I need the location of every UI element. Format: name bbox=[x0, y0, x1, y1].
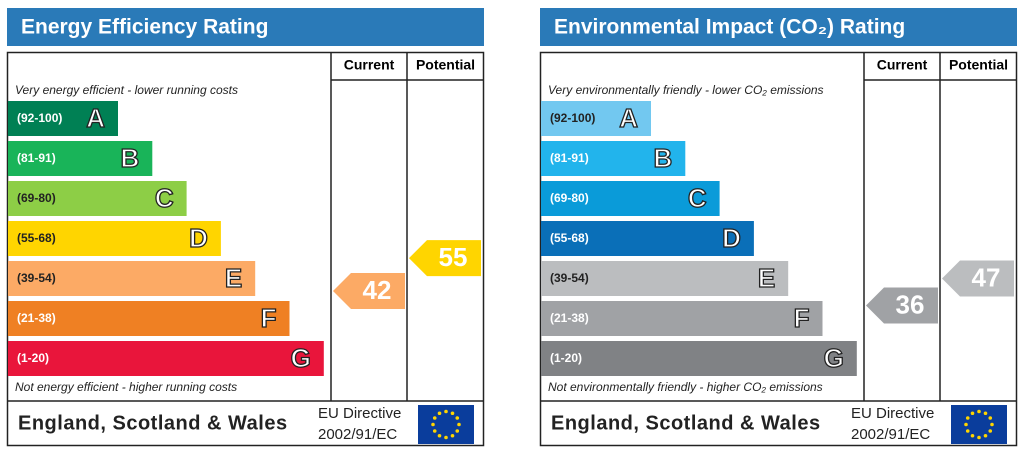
band-letter: F bbox=[261, 303, 277, 333]
panel-frame bbox=[6, 51, 485, 447]
eu-star bbox=[432, 429, 437, 433]
eu-star bbox=[437, 433, 442, 438]
band-range: (55-68) bbox=[550, 231, 589, 245]
band-letter: G bbox=[291, 343, 311, 373]
band-range: (1-20) bbox=[550, 351, 582, 365]
band-letter: E bbox=[225, 263, 242, 293]
band-letter: B bbox=[654, 143, 673, 173]
band-letter: G bbox=[824, 343, 844, 373]
band-letter: E bbox=[758, 263, 775, 293]
top-note: Very environmentally friendly - lower CO… bbox=[548, 83, 824, 97]
band-letter: C bbox=[155, 183, 174, 213]
band-range: (39-54) bbox=[17, 271, 56, 285]
eu-star bbox=[964, 422, 968, 427]
band-letter: B bbox=[121, 143, 140, 173]
eu-star bbox=[965, 429, 970, 433]
footer-region: England, Scotland & Wales bbox=[18, 412, 288, 434]
top-note: Very energy efficient - lower running co… bbox=[15, 83, 238, 97]
eu-star bbox=[455, 416, 460, 420]
title-bar bbox=[7, 8, 484, 46]
rating-band bbox=[8, 181, 187, 216]
eu-star bbox=[431, 422, 435, 427]
band-range: (81-91) bbox=[550, 151, 589, 165]
eu-star bbox=[437, 411, 442, 416]
rating-band bbox=[541, 341, 857, 376]
eu-star bbox=[977, 435, 981, 440]
eu-star bbox=[988, 416, 993, 420]
eu-star bbox=[977, 409, 981, 414]
column-header: Potential bbox=[416, 57, 475, 73]
potential-value: 55 bbox=[439, 242, 468, 272]
eu-star bbox=[983, 433, 988, 438]
eu-star bbox=[983, 411, 988, 416]
title-bar bbox=[540, 8, 1017, 46]
rating-band bbox=[541, 301, 823, 336]
column-header: Current bbox=[877, 57, 928, 73]
rating-band bbox=[8, 341, 324, 376]
rating-band bbox=[541, 141, 686, 176]
bottom-note: Not energy efficient - higher running co… bbox=[15, 380, 237, 394]
eu-star bbox=[444, 409, 448, 414]
current-value: 36 bbox=[896, 289, 925, 319]
panel-title: Environmental Impact (CO₂) Rating bbox=[554, 16, 905, 39]
band-range: (55-68) bbox=[17, 231, 56, 245]
rating-band bbox=[8, 301, 290, 336]
eu-star bbox=[965, 416, 970, 420]
band-range: (69-80) bbox=[550, 191, 589, 205]
footer-region: England, Scotland & Wales bbox=[551, 412, 821, 434]
panel-frame bbox=[539, 51, 1018, 447]
rating-band bbox=[541, 221, 754, 256]
band-range: (81-91) bbox=[17, 151, 56, 165]
directive-line: 2002/91/EC bbox=[318, 426, 397, 443]
current-value: 42 bbox=[363, 275, 392, 305]
band-range: (21-38) bbox=[550, 311, 589, 325]
band-letter: A bbox=[619, 103, 638, 133]
column-header: Potential bbox=[949, 57, 1008, 73]
potential-arrow bbox=[942, 260, 1014, 297]
eu-star bbox=[970, 433, 975, 438]
rating-band bbox=[8, 101, 118, 136]
panel-title: Energy Efficiency Rating bbox=[21, 16, 268, 39]
eu-star bbox=[988, 429, 993, 433]
eu-star bbox=[990, 422, 994, 427]
eu-star bbox=[450, 433, 455, 438]
directive-line: EU Directive bbox=[318, 405, 401, 422]
rating-band bbox=[541, 181, 720, 216]
eu-star bbox=[450, 411, 455, 416]
bottom-note: Not environmentally friendly - higher CO… bbox=[548, 380, 823, 394]
potential-value: 47 bbox=[972, 262, 1001, 292]
band-range: (39-54) bbox=[550, 271, 589, 285]
rating-band bbox=[8, 261, 256, 296]
band-range: (92-100) bbox=[17, 111, 62, 125]
eu-star bbox=[970, 411, 975, 416]
column-header: Current bbox=[344, 57, 395, 73]
band-range: (21-38) bbox=[17, 311, 56, 325]
band-letter: D bbox=[189, 223, 208, 253]
rating-band bbox=[8, 141, 153, 176]
band-letter: F bbox=[794, 303, 810, 333]
band-letter: A bbox=[86, 103, 105, 133]
current-arrow bbox=[866, 287, 938, 324]
eu-star bbox=[455, 429, 460, 433]
directive-line: 2002/91/EC bbox=[851, 426, 930, 443]
rating-band bbox=[541, 261, 789, 296]
band-range: (69-80) bbox=[17, 191, 56, 205]
eu-star bbox=[457, 422, 461, 427]
rating-band bbox=[8, 221, 221, 256]
current-arrow bbox=[333, 273, 405, 309]
band-range: (1-20) bbox=[17, 351, 49, 365]
rating-band bbox=[541, 101, 651, 136]
band-letter: C bbox=[688, 183, 707, 213]
band-letter: D bbox=[722, 223, 741, 253]
directive-line: EU Directive bbox=[851, 405, 934, 422]
eu-star bbox=[444, 435, 448, 440]
eu-star bbox=[432, 416, 437, 420]
band-range: (92-100) bbox=[550, 111, 595, 125]
potential-arrow bbox=[409, 240, 481, 277]
